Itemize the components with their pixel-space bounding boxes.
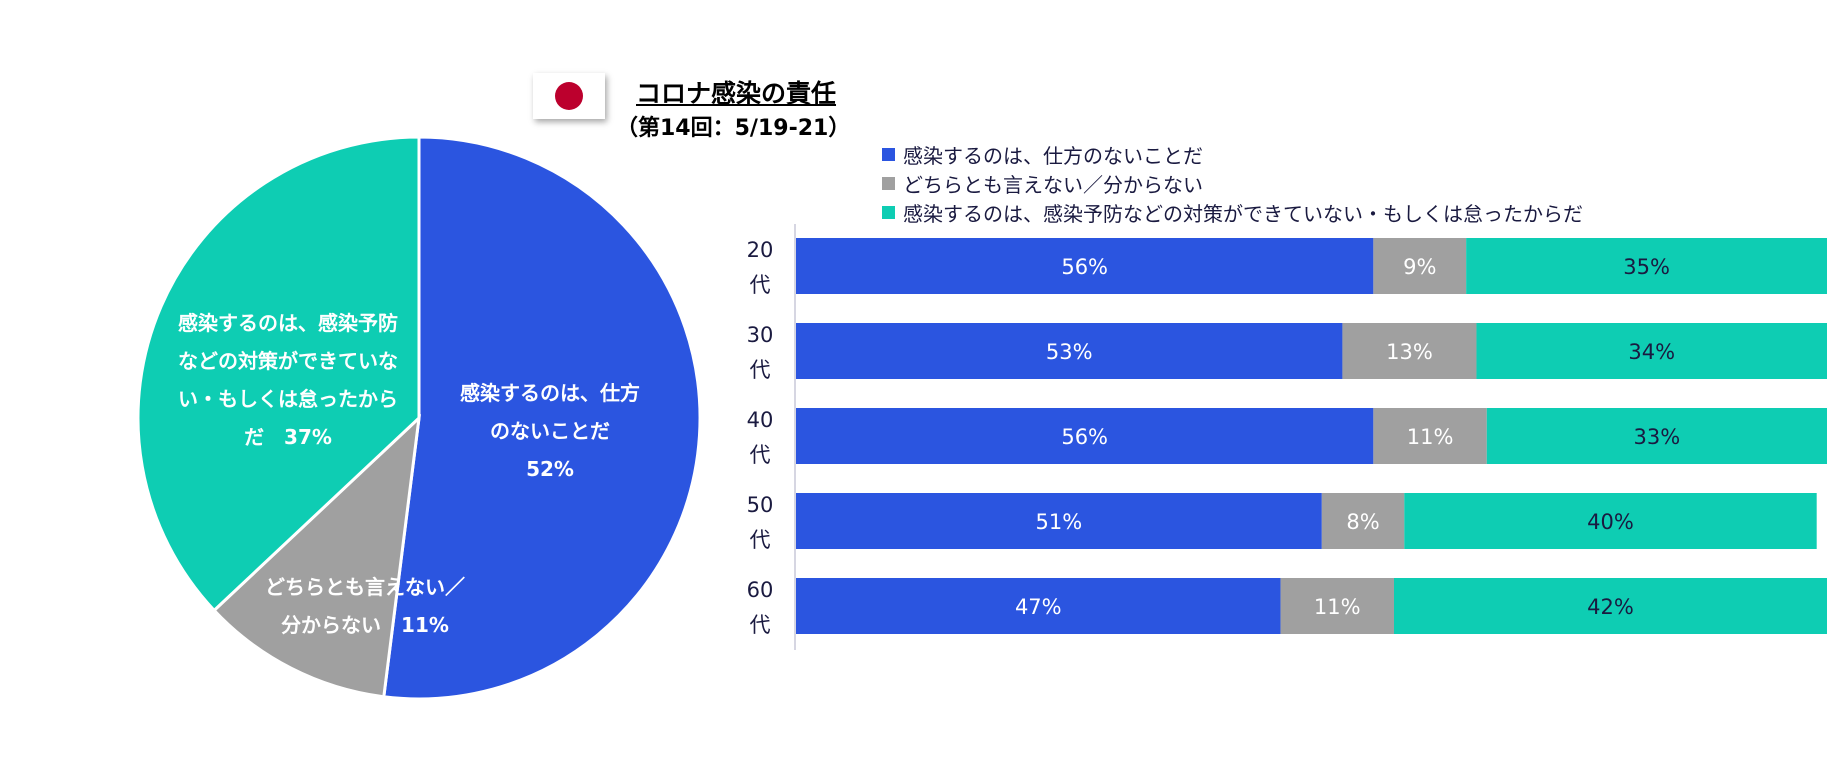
pie-chart: [136, 135, 702, 701]
legend-item-inevitable: 感染するのは、仕方のないことだ: [882, 140, 1583, 169]
bar-segment-0-0: [796, 238, 1374, 294]
category-label: 30: [747, 323, 774, 347]
bar-segment-1-1: [1342, 323, 1477, 379]
bar-segment-0-1: [1373, 238, 1467, 294]
bar-data-label: 35%: [1623, 255, 1670, 279]
bar-data-label: 11%: [1314, 595, 1361, 619]
pie-slice-1: [212, 414, 422, 699]
bar-data-label: 13%: [1386, 340, 1433, 364]
bar-segment-1-0: [796, 323, 1343, 379]
legend-item-negligence: 感染するのは、感染予防などの対策ができていない・もしくは怠ったからだ: [882, 198, 1583, 227]
chart-title: コロナ感染の責任: [636, 79, 837, 108]
bar-segment-3-0: [796, 493, 1322, 549]
category-label: 50: [747, 493, 774, 517]
pie-slice-label-2: 感染するのは、感染予防 などの対策ができていな い・もしくは怠ったからだ 37%: [158, 304, 418, 456]
pie-label-line: 感染するのは、仕方: [460, 381, 640, 405]
bar-data-label: 8%: [1346, 510, 1379, 534]
category-label: 代: [750, 613, 771, 637]
bar-legend: 感染するのは、仕方のないことだ どちらとも言えない／分からない 感染するのは、感…: [882, 140, 1583, 227]
bar-data-label: 53%: [1046, 340, 1093, 364]
pie-slice-0: [382, 135, 702, 701]
pie-label-line: い・もしくは怠ったから: [178, 387, 398, 411]
chart-subtitle: （第14回：5/19-21）: [616, 116, 851, 141]
category-label: 40: [747, 408, 774, 432]
pie-slice-label-1: どちらとも言えない／ 分からない 11%: [240, 568, 490, 644]
pie-label-line: 感染するのは、感染予防: [178, 311, 398, 335]
bar-segment-3-2: [1404, 493, 1817, 549]
pie-label-line: などの対策ができていな: [178, 349, 398, 373]
bar-segment-3-1: [1321, 493, 1405, 549]
legend-label: 感染するのは、仕方のないことだ: [903, 144, 1203, 168]
category-label: 60: [747, 578, 774, 602]
pie-slice-2: [136, 135, 421, 613]
category-label: 代: [750, 358, 771, 382]
legend-swatch-teal: [882, 206, 895, 219]
japan-flag-icon: [533, 73, 605, 119]
bar-data-label: 42%: [1587, 595, 1634, 619]
bar-data-label: 11%: [1407, 425, 1454, 449]
bar-segment-2-0: [796, 408, 1374, 464]
pie-label-line: 52%: [526, 457, 574, 481]
stacked-bar-chart: 56% 9% 35% 20 代 53% 13% 34% 30 代 56% 11% 33% 40 代 51% 8%…: [747, 224, 1827, 650]
category-label: 代: [750, 443, 771, 467]
pie-slice-label-0: 感染するのは、仕方 のないことだ 52%: [435, 374, 665, 488]
pie-label-line: だ 37%: [244, 425, 332, 449]
bar-data-label: 34%: [1628, 340, 1675, 364]
bar-data-label: 47%: [1015, 595, 1062, 619]
legend-item-neutral: どちらとも言えない／分からない: [882, 169, 1583, 198]
bar-segment-2-1: [1373, 408, 1487, 464]
bar-data-label: 33%: [1634, 425, 1681, 449]
flag-sun: [555, 82, 583, 110]
category-label: 代: [750, 528, 771, 552]
legend-swatch-blue: [882, 148, 895, 161]
category-label: 20: [747, 238, 774, 262]
bar-segment-2-2: [1486, 408, 1827, 464]
bar-data-label: 9%: [1403, 255, 1436, 279]
pie-label-line: 分からない 11%: [281, 613, 449, 637]
bar-segment-0-2: [1466, 238, 1827, 294]
bar-segment-4-2: [1393, 578, 1827, 634]
pie-label-line: どちらとも言えない／: [265, 575, 465, 599]
legend-label: どちらとも言えない／分からない: [903, 173, 1203, 197]
bar-data-label: 56%: [1061, 425, 1108, 449]
bar-data-label: 40%: [1587, 510, 1634, 534]
category-label: 代: [750, 273, 771, 297]
bar-data-label: 51%: [1036, 510, 1083, 534]
bar-data-label: 56%: [1061, 255, 1108, 279]
bar-segment-4-1: [1280, 578, 1394, 634]
pie-label-line: のないことだ: [490, 419, 610, 443]
legend-label: 感染するのは、感染予防などの対策ができていない・もしくは怠ったからだ: [903, 202, 1583, 226]
legend-swatch-gray: [882, 177, 895, 190]
bar-segment-1-2: [1476, 323, 1827, 379]
bar-segment-4-0: [796, 578, 1281, 634]
